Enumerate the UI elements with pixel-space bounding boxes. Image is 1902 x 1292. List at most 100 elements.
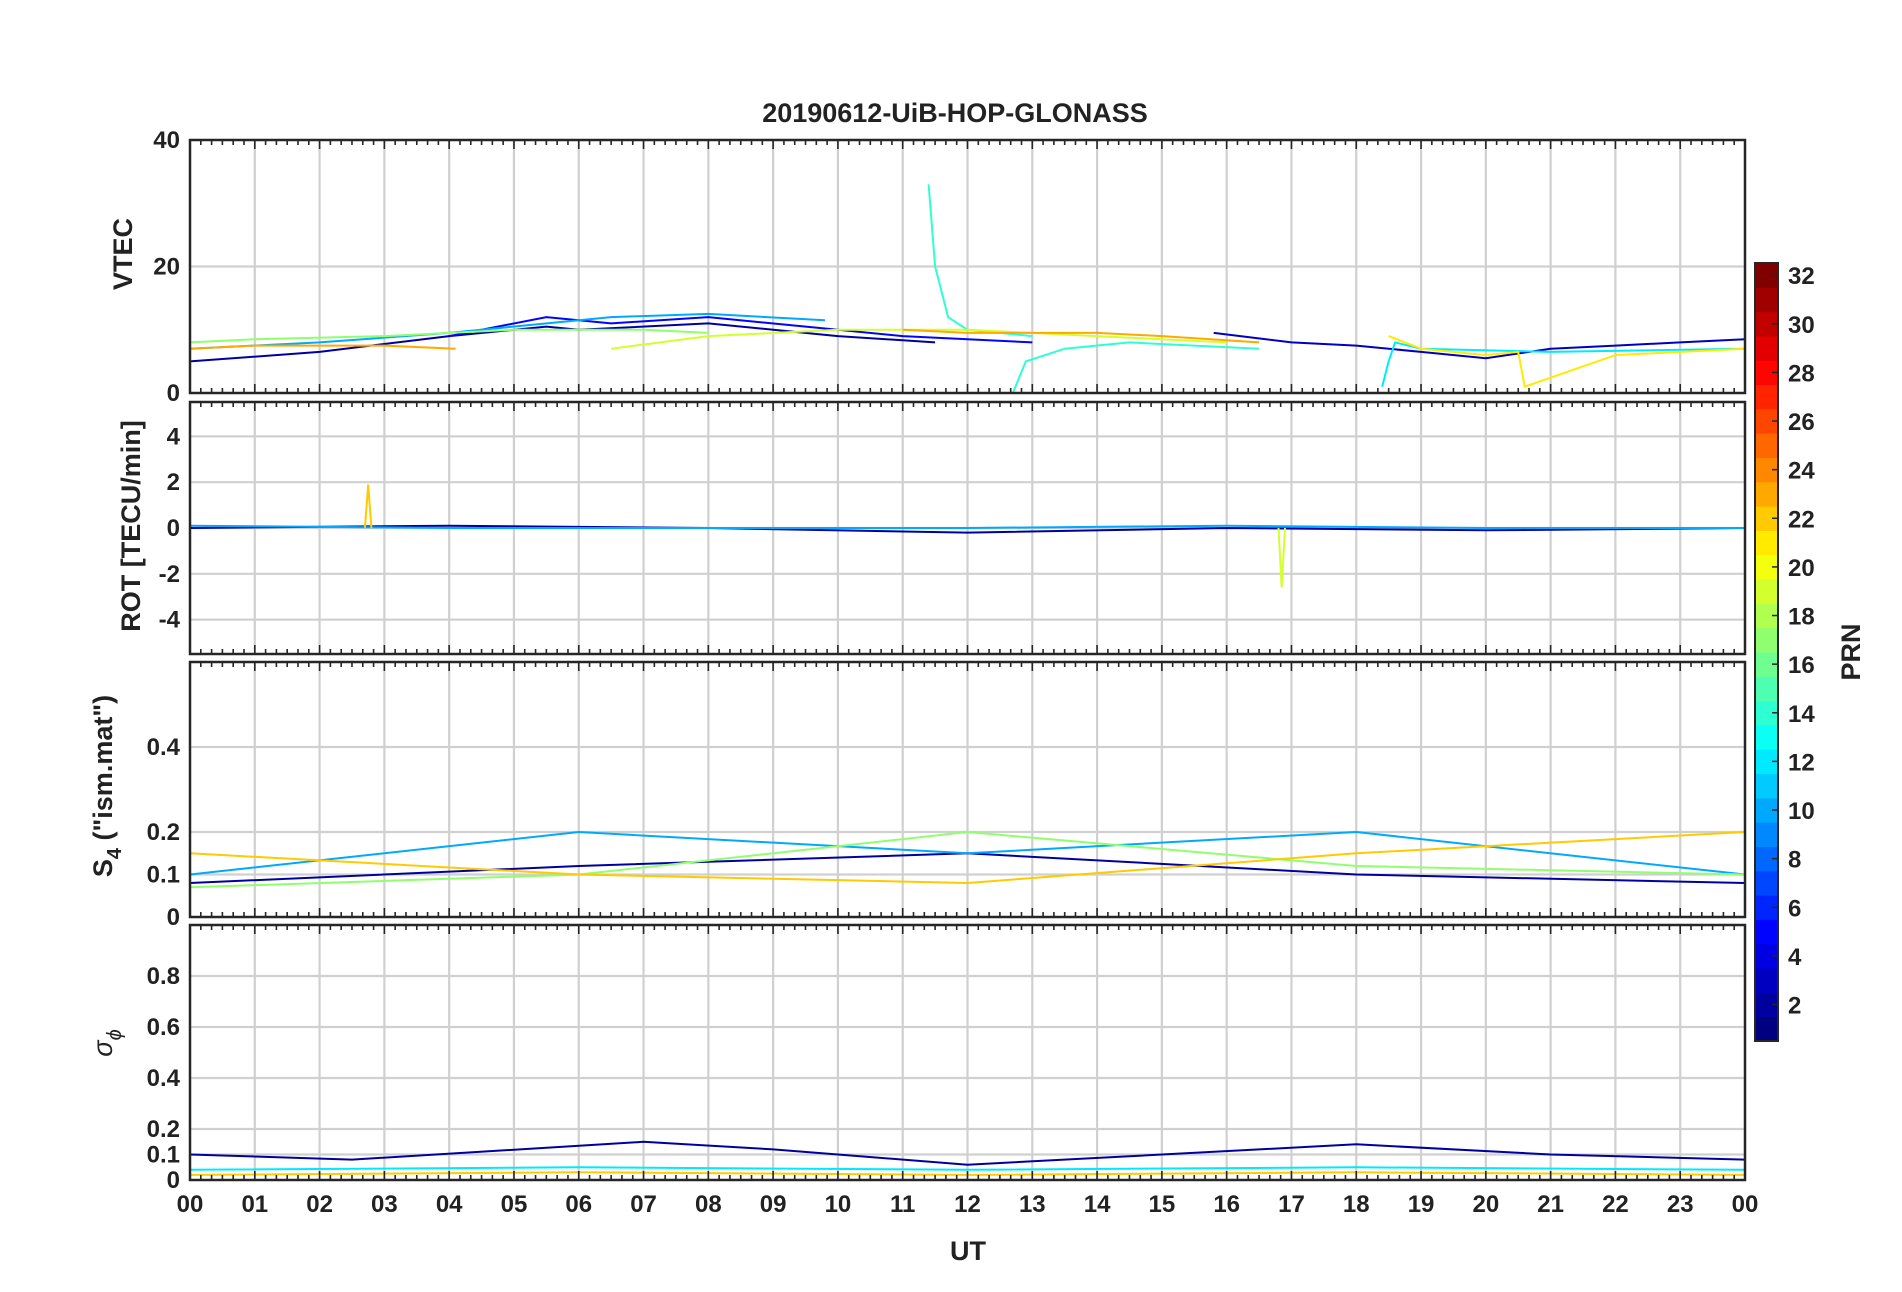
x-tick-label: 15 xyxy=(1149,1191,1176,1218)
colorbar-cell xyxy=(1755,773,1778,799)
series-line-prn-10 xyxy=(189,312,826,350)
sigma-phi-y-ticks: 00.10.2 0.4 0.6 0.8 xyxy=(147,963,181,1194)
vtec-y-label: VTEC xyxy=(108,218,138,290)
colorbar-tick-label: 32 xyxy=(1788,263,1815,290)
colorbar-cell xyxy=(1755,919,1778,945)
colorbar-frame xyxy=(1754,262,1779,1042)
colorbar-cell xyxy=(1755,822,1778,847)
series-line-prn-12 xyxy=(189,1166,1746,1171)
series-line-prn-23 xyxy=(189,344,456,350)
colorbar-tick-label: 10 xyxy=(1788,798,1815,825)
colorbar-tick-label: 6 xyxy=(1788,895,1801,922)
series-line-prn-14 xyxy=(1011,341,1260,394)
colorbar-tick-label: 12 xyxy=(1788,749,1815,776)
vtec-series xyxy=(189,184,1746,394)
x-tick-label: 16 xyxy=(1213,1191,1240,1218)
y-tick-label: 2 xyxy=(167,469,180,496)
s4-frame xyxy=(188,660,1747,919)
series-line-prn-14 xyxy=(927,184,1033,338)
colorbar-tick-label: 22 xyxy=(1788,506,1815,533)
x-tick-label: 03 xyxy=(371,1191,398,1218)
x-tick-label: 18 xyxy=(1343,1191,1370,1218)
x-tick-label: 07 xyxy=(630,1191,657,1218)
x-tick-label: 00 xyxy=(1732,1191,1759,1218)
colorbar-cell xyxy=(1755,554,1778,580)
colorbar-cell xyxy=(1755,335,1778,361)
x-tick-label: 08 xyxy=(695,1191,722,1218)
colorbar-cell xyxy=(1755,384,1778,410)
sigma-label-main: σ xyxy=(88,1039,118,1057)
y-tick-label: 0.4 xyxy=(147,734,181,761)
colorbar-cell xyxy=(1755,870,1778,896)
s4-label-suffix: ("ism.mat") xyxy=(88,695,118,848)
y-tick-label: 0.2 xyxy=(147,819,180,846)
x-tick-label: 19 xyxy=(1408,1191,1435,1218)
series-line-prn-5 xyxy=(449,316,1033,344)
colorbar-tick-label: 20 xyxy=(1788,555,1815,582)
colorbar-cell xyxy=(1755,676,1778,702)
colorbar-cell xyxy=(1755,579,1778,604)
colorbar-tick-label: 26 xyxy=(1788,409,1815,436)
colorbar-cell xyxy=(1755,287,1778,313)
series-line-prn-2 xyxy=(189,1140,1746,1166)
x-tick-label: 06 xyxy=(565,1191,592,1218)
series-line-prn-22 xyxy=(363,484,373,529)
s4-y-ticks: 0 0.1 0.2 0.4 xyxy=(147,734,181,931)
series-line-prn-21 xyxy=(1388,335,1746,389)
sigma-phi-grid xyxy=(190,925,1745,1180)
colorbar-tick-label: 24 xyxy=(1788,458,1815,485)
colorbar-cell xyxy=(1755,992,1778,1018)
colorbar-cell xyxy=(1755,749,1778,775)
colorbar-cell xyxy=(1755,627,1778,653)
series-line-prn-10 xyxy=(189,524,1745,529)
vtec-panel: 0 20 40 VTEC xyxy=(108,127,1747,407)
series-line-prn-12 xyxy=(1381,341,1746,387)
series-line-prn-17 xyxy=(189,328,709,344)
series-line-prn-17 xyxy=(189,830,1746,889)
y-tick-label: -2 xyxy=(159,561,180,588)
colorbar-tick-label: 8 xyxy=(1788,847,1801,874)
series-line-prn-23 xyxy=(902,328,1260,344)
colorbar-cell xyxy=(1755,603,1778,629)
colorbar-tick-label: 2 xyxy=(1788,993,1801,1020)
colorbar-tick-label: 14 xyxy=(1788,701,1815,728)
x-tick-label: 22 xyxy=(1602,1191,1629,1218)
figure-title: 20190612-UiB-HOP-GLONASS xyxy=(762,98,1148,128)
y-tick-label: 0.2 xyxy=(147,1116,180,1143)
colorbar-cell xyxy=(1755,530,1778,556)
colorbar-cell xyxy=(1755,1016,1778,1042)
series-line-prn-19 xyxy=(1277,527,1286,588)
colorbar-cell xyxy=(1755,408,1778,434)
colorbar-cell xyxy=(1755,895,1778,920)
colorbar-cell xyxy=(1755,311,1778,337)
vtec-frame xyxy=(188,138,1747,395)
x-tick-label: 21 xyxy=(1537,1191,1564,1218)
colorbar-cell xyxy=(1755,263,1778,288)
s4-grid xyxy=(190,662,1745,917)
x-tick-label: 04 xyxy=(436,1191,463,1218)
series-line-prn-2 xyxy=(189,322,936,363)
colorbar-cell xyxy=(1755,968,1778,993)
colorbar-cell xyxy=(1755,943,1778,969)
sigma-phi-panel: 00.10.2 0.4 0.6 0.8 σϕ xyxy=(88,923,1747,1194)
y-tick-label: 0.8 xyxy=(147,963,180,990)
colorbar-tick-label: 18 xyxy=(1788,604,1815,631)
colorbar-tick-label: 30 xyxy=(1788,312,1815,339)
x-axis-label: UT xyxy=(950,1236,986,1266)
s4-label-subscript: 4 xyxy=(104,847,126,859)
x-tick-label: 14 xyxy=(1084,1191,1111,1218)
y-tick-label: 0 xyxy=(167,1167,180,1194)
s4-label-main: S xyxy=(88,859,118,877)
colorbar-cell xyxy=(1755,846,1778,872)
y-tick-label: 0.6 xyxy=(147,1014,180,1041)
rot-series xyxy=(189,484,1746,588)
colorbar-cells xyxy=(1755,263,1778,1042)
series-line-prn-3 xyxy=(1213,331,1746,360)
y-tick-label: 4 xyxy=(167,423,181,450)
x-tick-labels: 00 01 02 03 04 05 06 07 08 09 10 11 12 13 14 15 16 17 18 19… xyxy=(177,1191,1759,1218)
colorbar-cell xyxy=(1755,433,1778,458)
x-tick-label: 20 xyxy=(1472,1191,1499,1218)
